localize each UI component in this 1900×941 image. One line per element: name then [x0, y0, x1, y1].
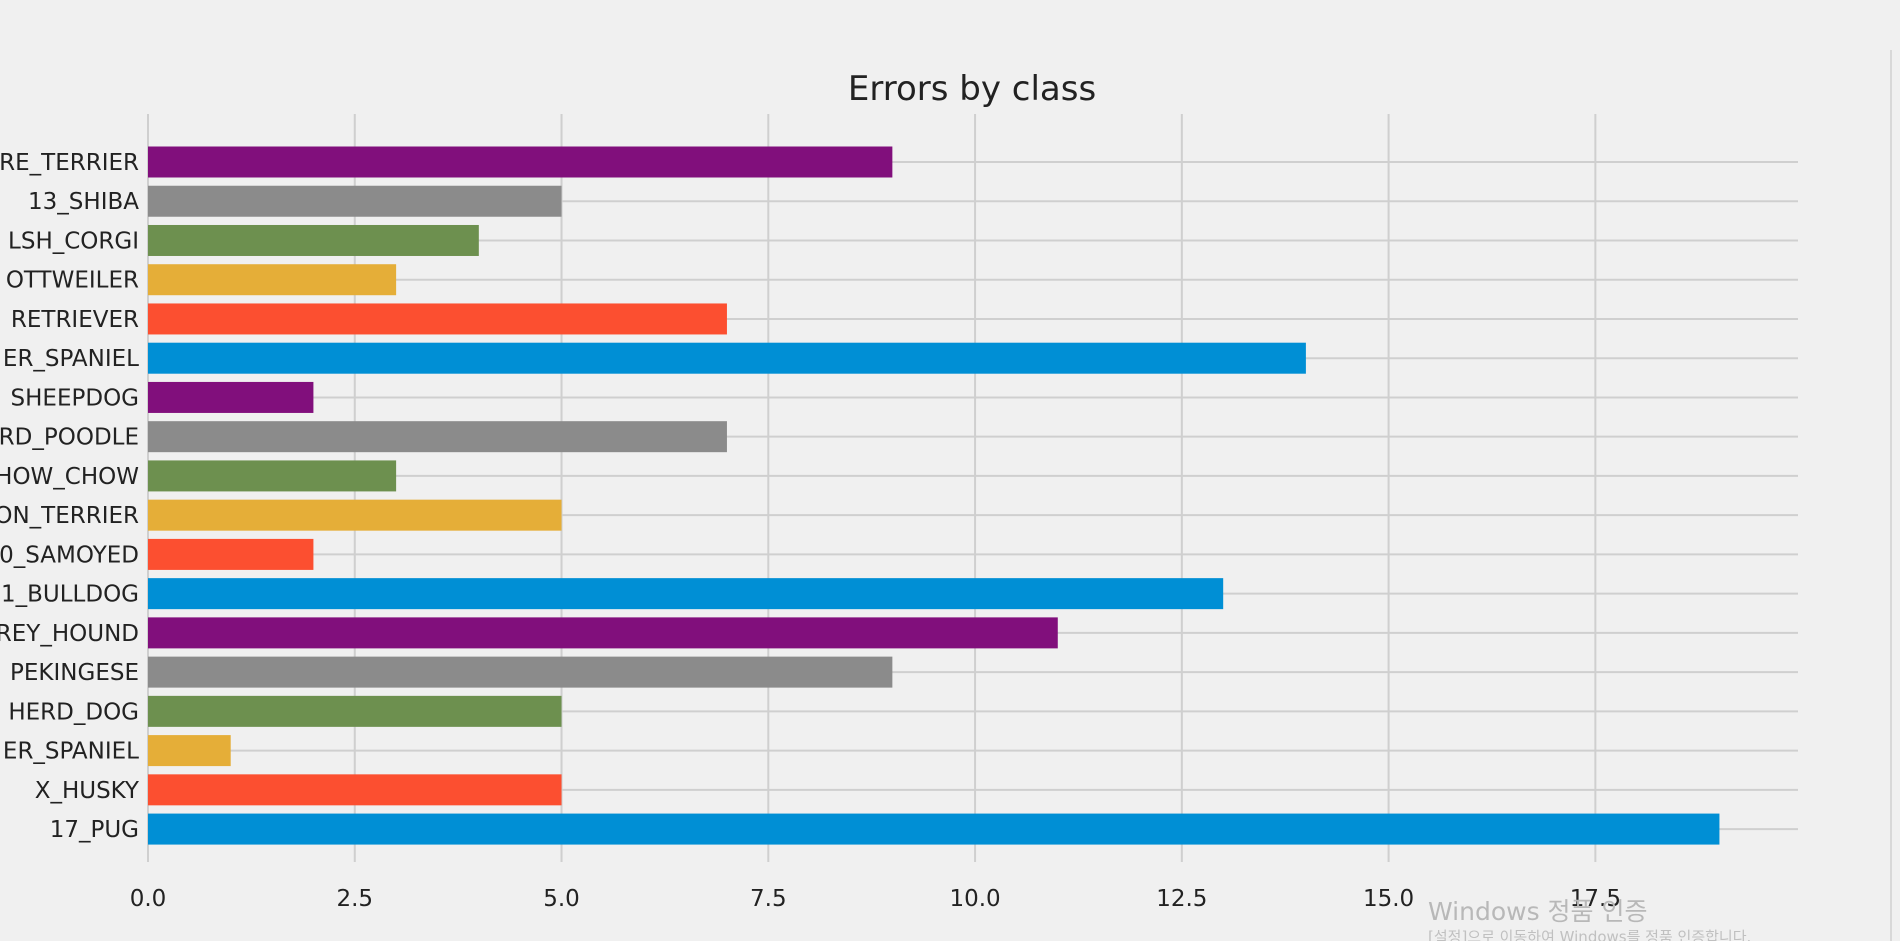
bar: [148, 185, 562, 217]
bar: [148, 499, 562, 531]
bar: [148, 421, 727, 453]
bar: [148, 656, 893, 688]
bar: [148, 695, 562, 727]
y-tick-label: OTTWEILER: [6, 268, 139, 294]
y-tick-label: PEKINGESE: [10, 660, 139, 686]
bar: [148, 578, 1224, 610]
bar: [148, 774, 562, 806]
bar: [148, 342, 1306, 374]
x-tick-label: 17.5: [1570, 886, 1621, 912]
y-tick-label: RD_POODLE: [0, 425, 139, 451]
y-tick-label: 0_SAMOYED: [0, 542, 139, 568]
y-tick-label: ER_SPANIEL: [3, 346, 139, 372]
bars: [148, 146, 1720, 845]
y-tick-label: REY_HOUND: [0, 621, 139, 647]
windows-activation-watermark-title: Windows 정품 인증: [1428, 897, 1648, 926]
x-tick-label: 5.0: [543, 886, 580, 912]
y-tick-labels: RE_TERRIER 13_SHIBA LSH_CORGI OTTWEILER RETR…: [0, 150, 140, 843]
bar: [148, 303, 727, 335]
x-tick-label: 0.0: [130, 886, 167, 912]
x-tick-labels: 0.0 2.5 5.0 7.5 10.0 12.5 15.0 17.5: [130, 886, 1621, 912]
y-tick-label: 17_PUG: [50, 817, 139, 843]
y-tick-label: ER_SPANIEL: [3, 739, 139, 765]
bar: [148, 381, 314, 413]
y-tick-label: HOW_CHOW: [0, 464, 139, 490]
y-tick-label: RETRIEVER: [11, 307, 139, 333]
bar: [148, 460, 397, 492]
windows-activation-watermark-subtitle: [설정]으로 이동하여 Windows를 정품 인증합니다.: [1428, 928, 1752, 941]
bar: [148, 264, 397, 296]
y-tick-label: X_HUSKY: [35, 778, 140, 804]
y-tick-label: ON_TERRIER: [0, 503, 139, 529]
chart-title: Errors by class: [848, 69, 1096, 109]
x-tick-label: 2.5: [336, 886, 373, 912]
y-tick-label: 13_SHIBA: [28, 189, 139, 215]
bar: [148, 735, 231, 767]
bar: [148, 538, 314, 570]
window-edge: [1890, 50, 1900, 941]
y-tick-label: SHEEPDOG: [11, 385, 139, 411]
y-tick-label: 1_BULLDOG: [1, 582, 139, 608]
bar: [148, 146, 893, 178]
bar: [148, 617, 1058, 649]
x-tick-label: 7.5: [750, 886, 787, 912]
x-tick-label: 10.0: [949, 886, 1000, 912]
bar: [148, 224, 479, 256]
bar: [148, 813, 1720, 845]
x-tick-label: 12.5: [1156, 886, 1207, 912]
y-tick-label: RE_TERRIER: [0, 150, 139, 176]
y-tick-label: LSH_CORGI: [8, 228, 139, 254]
x-tick-label: 15.0: [1363, 886, 1414, 912]
y-tick-label: HERD_DOG: [8, 699, 139, 725]
